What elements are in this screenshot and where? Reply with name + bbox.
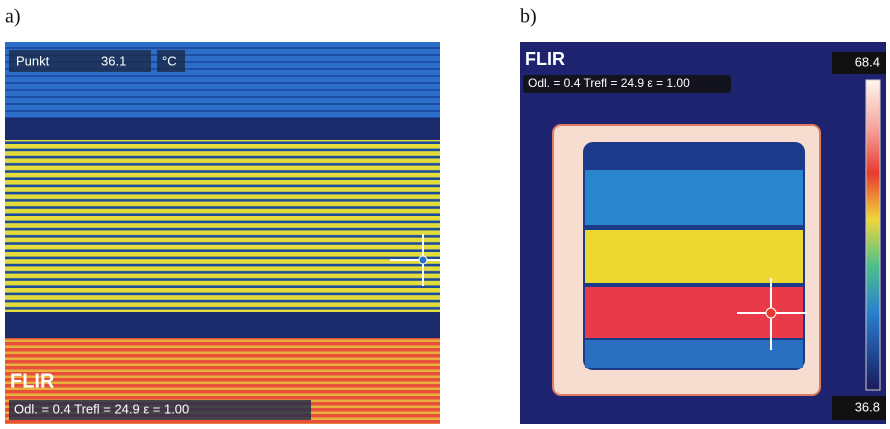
scale-max: 68.4 — [855, 54, 880, 69]
logo: FLIR — [525, 49, 565, 69]
thermal-image-b: 68.4 36.8 FLIR Odl. = 0.4 Trefl = 24.9 ε… — [520, 42, 886, 424]
spot-unit: °C — [162, 53, 177, 68]
params: Odl. = 0.4 Trefl = 24.9 ε = 1.00 — [528, 76, 690, 90]
logo: FLIR — [10, 370, 55, 392]
spot-label: Punkt — [16, 53, 50, 68]
figure: a) b) Punkt 36.1 °C FLIR Odl. = 0.4 Tref… — [0, 0, 890, 424]
thermal-image-a: Punkt 36.1 °C FLIR Odl. = 0.4 Trefl = 24… — [5, 42, 440, 424]
scale-min: 36.8 — [855, 399, 880, 414]
panel-label: b) — [520, 6, 537, 28]
spot-value: 36.1 — [101, 53, 126, 68]
params: Odl. = 0.4 Trefl = 24.9 ε = 1.00 — [14, 401, 189, 416]
panel-label: a) — [5, 6, 21, 28]
